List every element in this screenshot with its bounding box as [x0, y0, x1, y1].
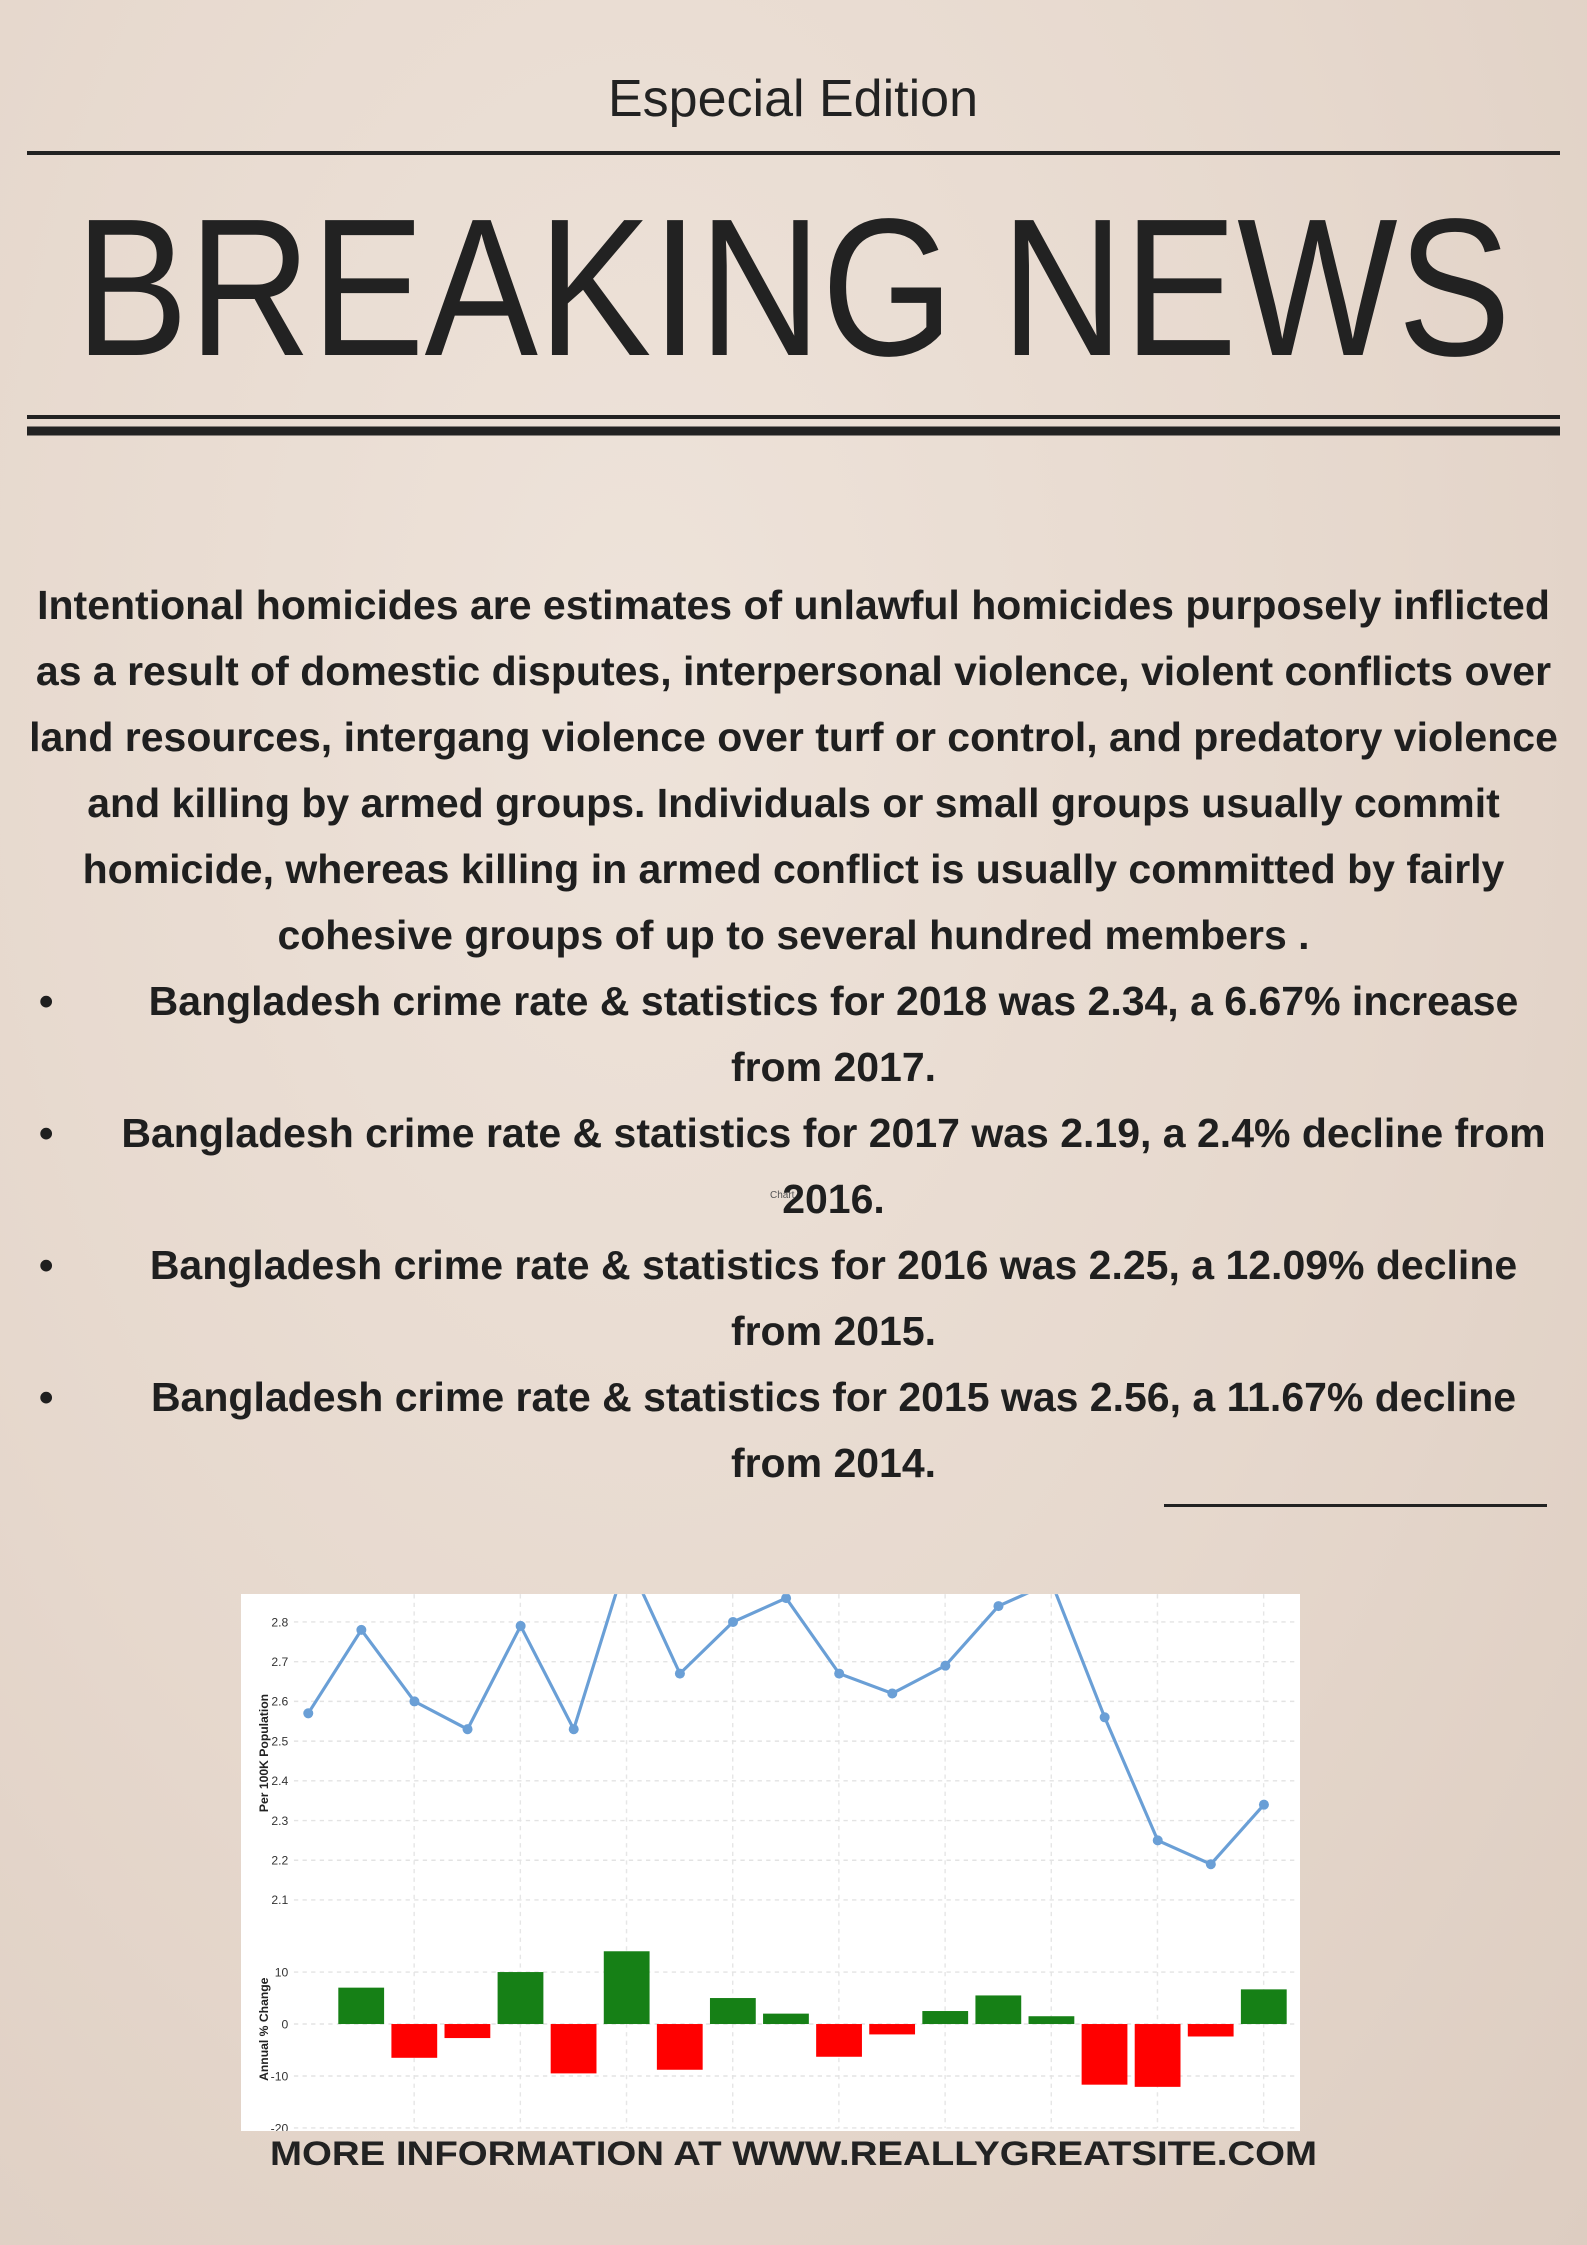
bullet: Bangladesh crime rate & statistics for 2…: [29, 1100, 1558, 1232]
bar: [869, 2024, 916, 2035]
bullet: Bangladesh crime rate & statistics for 2…: [29, 1232, 1558, 1364]
underline: [1164, 1504, 1547, 1507]
point: [1099, 1712, 1110, 1723]
point: [993, 1601, 1004, 1612]
bar: [816, 2024, 862, 2057]
line-group: [303, 1594, 1269, 1870]
paragraph: Intentional homicides are estimates of u…: [29, 582, 1558, 958]
chart-caption: Chart: [770, 1190, 795, 1201]
y-tick-label: 2.3: [271, 1814, 288, 1828]
footer: MORE INFORMATION AT WWW.REALLYGREATSITE.…: [270, 2135, 1317, 2173]
bar: [709, 1998, 756, 2025]
bar: [922, 2011, 969, 2025]
point: [727, 1616, 739, 1627]
edition: Especial Edition: [608, 70, 978, 128]
bar: [338, 1987, 385, 2025]
bullet: Bangladesh crime rate & statistics for 2…: [29, 968, 1558, 1100]
point: [887, 1688, 898, 1699]
point: [356, 1624, 367, 1635]
line: [306, 1594, 1266, 1867]
bullet: Bangladesh crime rate & statistics for 2…: [29, 1364, 1558, 1496]
point: [303, 1708, 314, 1719]
y-tick-label: 10: [275, 1965, 289, 1979]
point: [674, 1668, 685, 1679]
y-tick-label: 2.6: [271, 1695, 288, 1709]
bar: [1187, 2024, 1234, 2037]
y-tick-label: 2.5: [271, 1734, 288, 1748]
bar: [975, 1995, 1022, 2025]
point: [515, 1620, 526, 1631]
point: [462, 1724, 473, 1735]
point: [1258, 1799, 1269, 1810]
masthead: Especial Edition BREAKING NEWS: [27, 70, 1560, 436]
y-tick-label: 2.1: [271, 1893, 288, 1907]
y-tick-label: 2.8: [271, 1615, 288, 1629]
point: [409, 1696, 420, 1707]
y-axis-label: Annual % Change: [257, 1977, 271, 2081]
bar: [1134, 2024, 1181, 2087]
chart: 2.1 2.2 2.3 2.4 2.5 2.6 2.7 2.8 Per 100K Populat…: [257, 1594, 1296, 2135]
chart-panel: 2.1 2.2 2.3 2.4 2.5 2.6 2.7 2.8 Per 100K Populat…: [241, 1594, 1300, 2135]
bar: [497, 1972, 544, 2025]
y-tick-label: 2.7: [271, 1655, 288, 1669]
point: [940, 1660, 951, 1671]
y-tick-label: 2.4: [271, 1774, 288, 1788]
point: [1205, 1859, 1216, 1870]
y-tick-label: 0: [281, 2017, 288, 2031]
bar: [1081, 2024, 1128, 2085]
bar: [656, 2024, 703, 2070]
bar: [550, 2024, 597, 2074]
point: [1152, 1835, 1163, 1846]
y-tick-label: -10: [271, 2069, 289, 2083]
bar: [1240, 1989, 1287, 2025]
bar: [444, 2024, 491, 2039]
bar: [603, 1951, 650, 2025]
y-tick-label: 2.2: [271, 1854, 288, 1868]
bar: [1028, 2016, 1075, 2025]
y-axis-label: Per 100K Population: [257, 1694, 271, 1812]
headline: BREAKING NEWS: [75, 178, 1511, 397]
article: Intentional homicides are estimates of u…: [29, 572, 1558, 1496]
point: [781, 1594, 792, 1604]
point: [834, 1668, 845, 1679]
footer-text: MORE INFORMATION AT WWW.REALLYGREATSITE.…: [270, 2135, 1317, 2173]
bar: [763, 2013, 809, 2025]
bar: [391, 2024, 438, 2058]
point: [568, 1724, 579, 1735]
